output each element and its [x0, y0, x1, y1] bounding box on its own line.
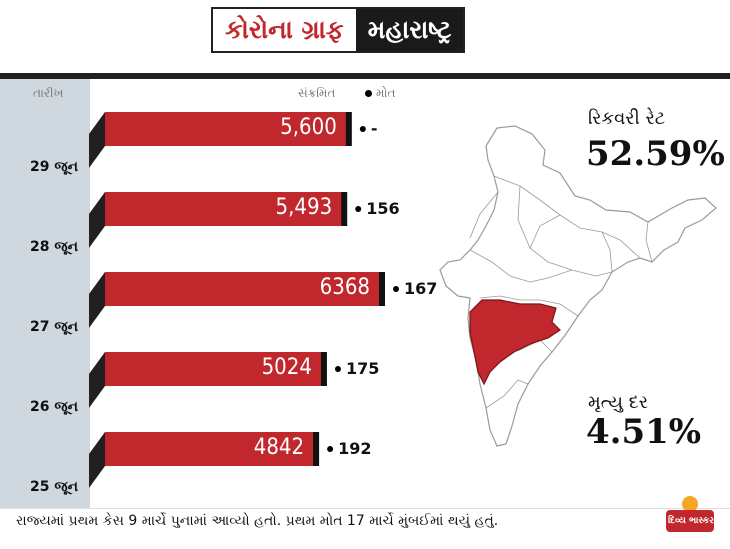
- deaths-column-header: મોત: [376, 86, 396, 100]
- divya-bhaskar-logo-icon: [666, 496, 714, 532]
- header-rule: [0, 73, 730, 79]
- date-label: 25 જૂન: [30, 479, 79, 495]
- death-value-label: 156: [366, 199, 400, 218]
- legend-dot-icon: [365, 90, 372, 97]
- footer-bar: [0, 508, 730, 549]
- death-value-label: 192: [338, 439, 372, 458]
- bar-value-label: 5,600: [280, 115, 337, 140]
- chart-header: કોરોના ગ્રાફ મહારાષ્ટ્ર: [211, 7, 466, 53]
- date-label: 26 જૂન: [30, 399, 79, 415]
- deaths-legend: મોત: [365, 86, 395, 101]
- date-column: [0, 79, 90, 508]
- india-outline: [439, 125, 717, 447]
- recovery-rate-value: 52.59%: [586, 134, 725, 174]
- logo-text: દિવ્ય ભાસ્કર: [668, 516, 714, 526]
- bar-value-label: 4842: [253, 435, 305, 460]
- mortality-rate-value: 4.51%: [586, 412, 702, 452]
- date-label: 29 જૂન: [30, 159, 79, 175]
- state-title: મહારાષ્ટ્ર: [355, 9, 464, 51]
- chart-title: કોરોના ગ્રાફ: [225, 15, 344, 44]
- death-value-label: -: [370, 119, 378, 138]
- state-borders: [469, 175, 653, 409]
- death-value-label: 175: [345, 359, 380, 378]
- date-label: 28 જૂન: [30, 239, 79, 255]
- maharashtra-highlight: [469, 299, 561, 386]
- footer-note: રાજ્યમાં પ્રથમ કેસ 9 માર્ચે પુનામાં આવ્ય…: [16, 513, 499, 529]
- bar-value-label: 5024: [261, 355, 312, 380]
- death-value-label: 167: [404, 279, 438, 298]
- recovery-rate-label: રિકવરી રેટ: [588, 108, 666, 129]
- bar-value-label: 5,493: [275, 195, 333, 220]
- date-label: 27 જૂન: [30, 319, 79, 335]
- mortality-rate-label: મૃત્યુ દર: [588, 392, 649, 413]
- date-column-header: તારીખ: [33, 86, 64, 100]
- bar-value-label: 6368: [319, 275, 370, 300]
- infected-column-header: સંક્રમિત: [298, 86, 336, 100]
